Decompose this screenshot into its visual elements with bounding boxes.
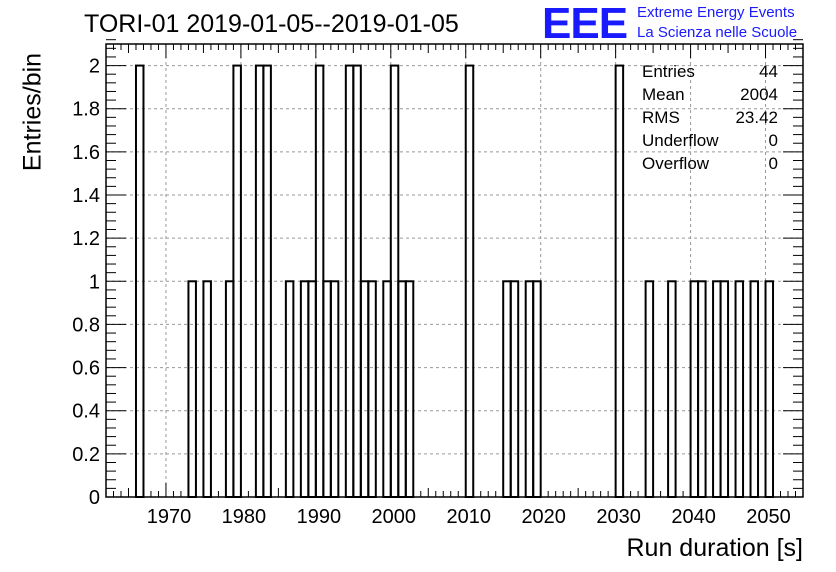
axes bbox=[105, 39, 804, 498]
histogram-bin bbox=[667, 280, 677, 498]
x-tick-label: 2000 bbox=[372, 506, 417, 528]
histogram-bin bbox=[187, 280, 197, 498]
logo-line-1: Extreme Energy Events bbox=[637, 4, 795, 21]
histogram-bin bbox=[697, 280, 707, 498]
x-axis-label: Run duration [s] bbox=[626, 534, 804, 562]
y-tick-label: 0 bbox=[89, 487, 100, 509]
y-tick-label: 1.6 bbox=[72, 142, 100, 164]
y-tick-label: 1.8 bbox=[72, 99, 100, 121]
histogram-bin bbox=[224, 280, 235, 498]
plot-frame bbox=[105, 43, 804, 498]
logo-line-2: La Scienza nelle Scuole bbox=[637, 24, 798, 41]
histogram-bin bbox=[284, 280, 295, 498]
x-tick-label: 2030 bbox=[596, 506, 641, 528]
y-tick-label: 1.2 bbox=[72, 228, 100, 250]
y-tick-label: 0.2 bbox=[72, 444, 100, 466]
histogram-bin bbox=[322, 280, 332, 498]
histogram-bin bbox=[382, 280, 392, 498]
y-tick-label: 1 bbox=[89, 271, 100, 293]
x-tick-label: 2020 bbox=[521, 506, 566, 528]
histogram-bin bbox=[764, 280, 775, 498]
chart-title: TORI-01 2019-01-05--2019-01-05 bbox=[84, 10, 459, 38]
x-tick-label: 1980 bbox=[222, 506, 267, 528]
histogram-bin bbox=[734, 280, 745, 498]
y-tick-label: 1.4 bbox=[72, 185, 100, 207]
histogram-bin bbox=[202, 280, 212, 498]
histogram-bin bbox=[644, 280, 655, 498]
y-tick-label: 2 bbox=[89, 56, 100, 78]
histogram-bin bbox=[329, 280, 340, 498]
tick-labels: 1970 1980 1990 2000 2010 2020 2030 2040 2050 0 0.2… bbox=[72, 56, 791, 528]
histogram-bin bbox=[367, 280, 377, 498]
histogram-bin bbox=[404, 280, 415, 498]
histogram-bins bbox=[134, 64, 775, 498]
eee-logo: EEE bbox=[542, 0, 628, 48]
y-tick-label: 0.6 bbox=[72, 358, 100, 380]
histogram-bin bbox=[712, 280, 722, 498]
x-tick-label: 1970 bbox=[147, 506, 192, 528]
x-tick-label: 2050 bbox=[746, 506, 791, 528]
y-axis-label: Entries/bin bbox=[18, 52, 47, 172]
stats-row-mean: Mean 2004 bbox=[642, 85, 778, 104]
x-tick-label: 2010 bbox=[446, 506, 491, 528]
histogram-bin bbox=[307, 280, 317, 498]
histogram-bin bbox=[719, 280, 730, 498]
stats-row-rms: RMS 23.42 bbox=[642, 108, 778, 127]
histogram-bin bbox=[532, 280, 542, 498]
histogram-bin bbox=[689, 280, 700, 498]
histogram-bin bbox=[509, 280, 520, 498]
stats-row-underflow: Underflow 0 bbox=[642, 131, 778, 150]
histogram-bin bbox=[299, 280, 310, 498]
stats-box: Entries 44 Mean 2004 RMS 23.42 Underflow 0 O… bbox=[642, 60, 778, 175]
x-tick-label: 2040 bbox=[671, 506, 716, 528]
grid-lines bbox=[106, 44, 803, 497]
histogram-bin bbox=[502, 280, 512, 498]
stats-row-entries: Entries 44 bbox=[642, 62, 778, 81]
x-tick-label: 1990 bbox=[297, 506, 342, 528]
histogram-bin bbox=[397, 280, 407, 498]
histogram-bin bbox=[524, 280, 535, 498]
y-tick-label: 0.8 bbox=[72, 314, 100, 336]
stats-row-overflow: Overflow 0 bbox=[642, 154, 778, 173]
histogram-bin bbox=[359, 280, 370, 498]
y-tick-label: 0.4 bbox=[72, 401, 100, 423]
histogram-bin bbox=[749, 280, 760, 498]
